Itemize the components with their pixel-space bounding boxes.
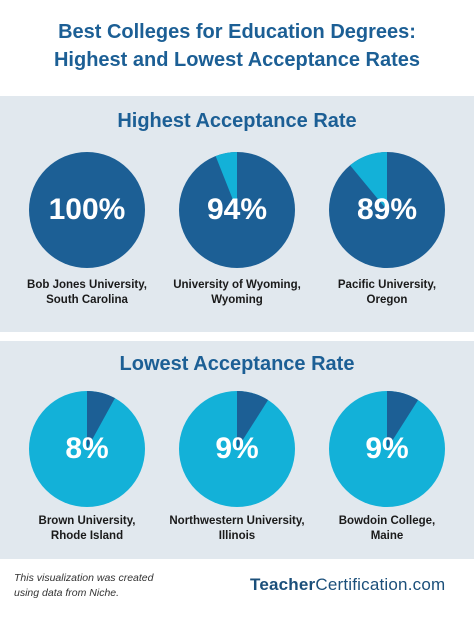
college-name: Pacific University, [337, 279, 437, 291]
college-name: Bowdoin College, [338, 515, 436, 527]
highest-section-title: Highest Acceptance Rate [117, 110, 357, 132]
college-label: Pacific University, Oregon [307, 278, 467, 308]
pie-slice-accepted [87, 391, 115, 449]
pie-slice-remainder [215, 152, 237, 210]
college-name: Bob Jones University, [27, 279, 147, 291]
brand-part-1: Teacher [250, 575, 316, 594]
pie-chart: 8% [29, 391, 145, 507]
page-title: Best Colleges for Education Degrees: Hig… [0, 18, 474, 74]
college-label: Brown University, Rhode Island [7, 514, 167, 544]
college-location: Illinois [218, 530, 256, 542]
title-line-2: Highest and Lowest Acceptance Rates [53, 49, 421, 71]
college-location: Maine [370, 530, 404, 542]
pie-slice-accepted [29, 152, 145, 268]
pie-value-label: 8% [65, 432, 108, 465]
pie-chart: 9% [329, 391, 445, 507]
college-name: University of Wyoming, [173, 279, 301, 291]
source-note-line-1: This visualization was created [14, 572, 154, 584]
college-label: University of Wyoming, Wyoming [157, 278, 317, 308]
title-line-1: Best Colleges for Education Degrees: [58, 21, 416, 43]
pie-value-label: 9% [365, 432, 408, 465]
pie-value-label: 100% [49, 193, 126, 226]
brand-logo: TeacherCertification.com [250, 575, 445, 595]
pie-value-label: 89% [357, 193, 417, 226]
college-label: Bob Jones University, South Carolina [7, 278, 167, 308]
college-location: Wyoming [211, 294, 263, 306]
college-name: Brown University, [38, 515, 136, 527]
lowest-section-title: Lowest Acceptance Rate [119, 353, 355, 375]
source-note: This visualization was created using dat… [14, 571, 214, 601]
pie-slice-accepted [237, 391, 269, 449]
pie-value-label: 9% [215, 432, 258, 465]
college-label: Northwestern University, Illinois [157, 514, 317, 544]
college-location: Oregon [366, 294, 408, 306]
brand-part-2: Certification.com [315, 575, 446, 594]
pie-chart: 100% [29, 152, 145, 268]
pie-value-label: 94% [207, 193, 267, 226]
college-name: Northwestern University, [169, 515, 305, 527]
college-location: Rhode Island [50, 530, 124, 542]
college-location: South Carolina [46, 294, 128, 306]
college-label: Bowdoin College, Maine [307, 514, 467, 544]
pie-slice-remainder [350, 152, 387, 210]
source-note-line-2: using data from Niche. [14, 587, 120, 599]
pie-chart: 94% [179, 152, 295, 268]
pie-chart: 89% [329, 152, 445, 268]
pie-slice-accepted [387, 391, 419, 449]
pie-chart: 9% [179, 391, 295, 507]
